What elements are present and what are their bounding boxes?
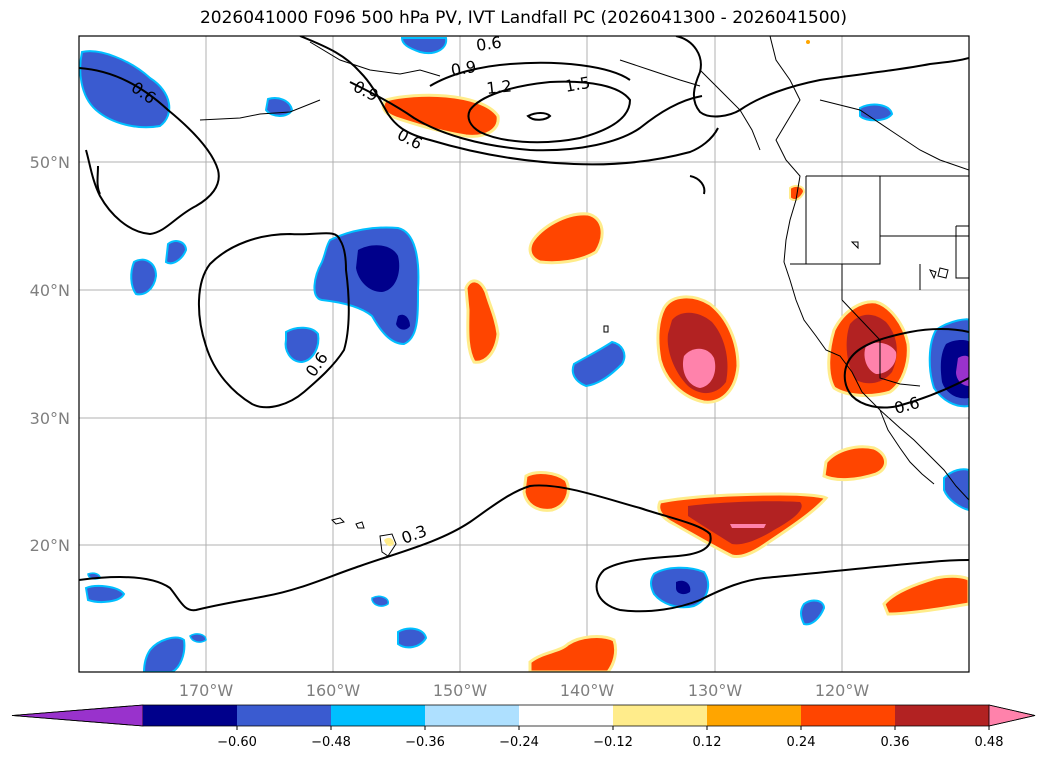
colorbar-tick-label: −0.48 [311, 735, 351, 750]
colorbar-bin [331, 705, 426, 726]
lat-label: 40°N [30, 281, 70, 300]
lat-label: 50°N [30, 153, 70, 172]
lon-label: 170°W [179, 681, 234, 700]
colorbar-tick-label: 0.12 [693, 735, 722, 750]
colorbar-tick-label: −0.60 [217, 735, 257, 750]
colorbar-tick-label: −0.24 [499, 735, 539, 750]
colorbar-bin [143, 705, 238, 726]
lon-label: 120°W [815, 681, 870, 700]
colorbar-bin [801, 705, 896, 726]
contour-label: 0.9 [449, 57, 477, 80]
colorbar-tick-label: 0.24 [787, 735, 816, 750]
contour-label: 1.2 [485, 76, 512, 98]
gridlines [79, 36, 969, 672]
colorbar-bin [895, 705, 990, 726]
colorbar-extend-low [11, 704, 144, 727]
colorbar-outline [11, 704, 1036, 727]
colorbar-extend-high [988, 704, 1036, 727]
colorbar-bin [519, 705, 614, 726]
colorbar-tick-label: −0.12 [593, 735, 633, 750]
colorbar-bin [707, 705, 802, 726]
colorbar-tick-label: 0.48 [975, 735, 1004, 750]
lon-label: 150°W [433, 681, 488, 700]
negative-anomaly-regions [79, 37, 969, 672]
longitude-labels: 170°W 160°W 150°W 140°W 130°W 120°W [179, 681, 870, 700]
latitude-labels: 50°N 40°N 30°N 20°N [30, 153, 70, 555]
contour-label: 1.5 [563, 73, 591, 96]
lon-label: 160°W [306, 681, 361, 700]
pv-contours [79, 36, 969, 613]
lon-label: 130°W [688, 681, 743, 700]
lon-label: 140°W [560, 681, 615, 700]
map-title: 2026041000 F096 500 hPa PV, IVT Landfall… [199, 8, 847, 28]
colorbar-tick-label: −0.36 [405, 735, 445, 750]
colorbar-tick-label: 0.36 [881, 735, 910, 750]
colorbar: −0.60 −0.48 −0.36 −0.24 −0.12 0.12 0.24 0.36 0.4… [11, 704, 1036, 750]
lat-label: 20°N [30, 536, 70, 555]
colorbar-bin [237, 705, 332, 726]
colorbar-bin [425, 705, 520, 726]
positive-anomaly-regions [381, 40, 969, 672]
colorbar-bin [613, 705, 708, 726]
islands [331, 241, 949, 557]
contour-label: 0.6 [475, 33, 503, 55]
lat-label: 30°N [30, 409, 70, 428]
map-frame [78, 35, 970, 673]
